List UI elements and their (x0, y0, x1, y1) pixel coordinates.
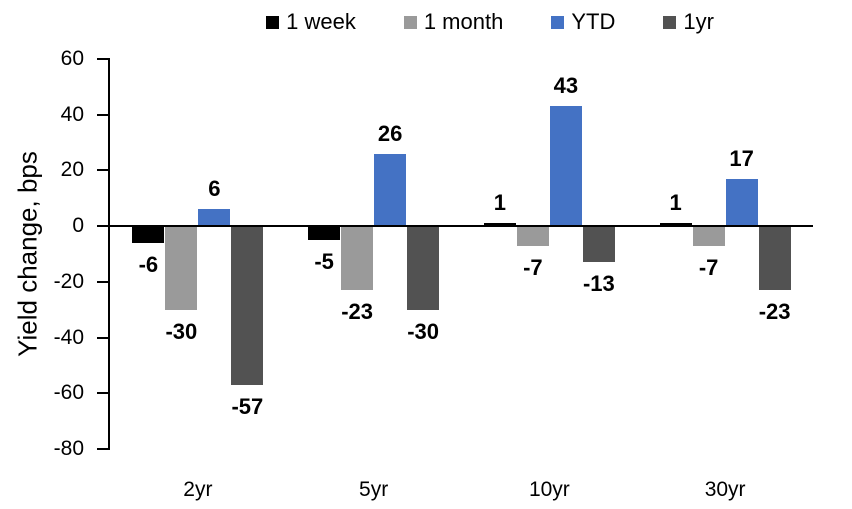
legend-swatch-icon (266, 15, 280, 29)
bar-ytd-5yr (374, 153, 407, 227)
bar-value-label-1yr-10yr: -13 (582, 271, 615, 297)
legend-swatch-icon (663, 15, 677, 29)
y-tick-mark (97, 225, 108, 228)
y-tick-mark (97, 392, 108, 395)
bar-value-label-1-month-10yr: -7 (523, 254, 543, 280)
bar-1-week-10yr (483, 223, 516, 227)
bar-value-label-ytd-2yr: 6 (208, 176, 221, 202)
y-tick-mark (97, 280, 108, 283)
legend-swatch-icon (403, 15, 417, 29)
bar-value-label-1-week-10yr: 1 (493, 190, 506, 216)
x-axis-label-2yr: 2yr (183, 478, 213, 501)
legend-label: 1 month (423, 9, 504, 34)
bar-value-label-1-week-5yr: -5 (314, 249, 334, 275)
x-axis-labels: 2yr 5yr 10yr 30yr (110, 477, 813, 503)
y-tick-label: -80 (53, 437, 84, 460)
chart-legend: 1 week 1 month YTD 1yr (0, 8, 852, 36)
bar-value-label-ytd-5yr: 26 (377, 120, 403, 146)
y-tick-mark (97, 58, 108, 60)
y-tick-mark (97, 113, 108, 116)
x-axis-label-30yr: 30yr (704, 478, 746, 501)
legend-label: 1yr (683, 9, 714, 34)
y-tick-mark (97, 169, 108, 172)
y-tick-label: 60 (60, 47, 84, 70)
bar-value-label-ytd-30yr: 17 (729, 145, 754, 171)
x-axis-label-10yr: 10yr (528, 478, 570, 501)
bar-ytd-30yr (725, 178, 758, 227)
bar-1-month-10yr (516, 226, 549, 246)
bar-ytd-2yr (198, 209, 231, 227)
bar-1-week-5yr (308, 226, 341, 241)
bar-1yr-2yr (231, 226, 264, 385)
bar-1-week-30yr (659, 223, 692, 227)
bar-value-label-1yr-30yr: -23 (758, 299, 791, 325)
y-axis-tick-labels: 60 40 20 0 -20 -40 -60 -80 (0, 47, 84, 460)
bar-value-label-1-month-5yr: -23 (341, 299, 374, 325)
legend-item-ytd: YTD (551, 8, 615, 36)
bar-value-label-1yr-2yr: -57 (231, 393, 264, 419)
bar-value-label-1-week-2yr: -6 (138, 251, 159, 277)
legend-label: 1 week (286, 9, 356, 34)
y-tick-label: 0 (72, 214, 84, 238)
y-tick-label: -40 (53, 325, 84, 349)
legend-item-1-month: 1 month (403, 8, 504, 36)
bar-1-month-5yr (341, 226, 374, 291)
y-tick-mark (97, 448, 108, 450)
legend-label: YTD (571, 9, 616, 34)
bar-value-label-1-week-30yr: 1 (669, 190, 682, 216)
plot-area: -6 -5 1 1 -30 -23 -7 -7 6 26 43 17 -57 -30 -13 -23 (97, 58, 813, 450)
bar-1yr-10yr (582, 226, 615, 263)
bar-value-label-1yr-5yr: -30 (407, 318, 440, 344)
y-tick-label: -60 (53, 381, 84, 405)
y-tick-label: 20 (60, 158, 84, 182)
y-tick-mark (97, 336, 108, 339)
bar-value-label-ytd-10yr: 43 (553, 73, 579, 99)
legend-item-1yr: 1yr (663, 8, 714, 36)
bar-value-label-1-month-30yr: -7 (698, 254, 719, 280)
bar-1yr-30yr (758, 226, 791, 291)
bar-1-month-30yr (692, 226, 725, 246)
bar-value-label-1-month-2yr: -30 (165, 318, 198, 344)
x-axis-label-5yr: 5yr (359, 478, 389, 501)
bar-1-month-2yr (165, 226, 198, 310)
y-tick-label: 40 (60, 102, 84, 126)
bar-ytd-10yr (549, 106, 582, 227)
legend-swatch-icon (551, 15, 565, 29)
y-tick-label: -20 (53, 269, 84, 293)
legend-item-1-week: 1 week (266, 8, 356, 36)
bar-1-week-2yr (132, 226, 165, 243)
zero-line (110, 225, 813, 227)
bar-1yr-5yr (407, 226, 440, 310)
y-axis-line (108, 58, 110, 450)
